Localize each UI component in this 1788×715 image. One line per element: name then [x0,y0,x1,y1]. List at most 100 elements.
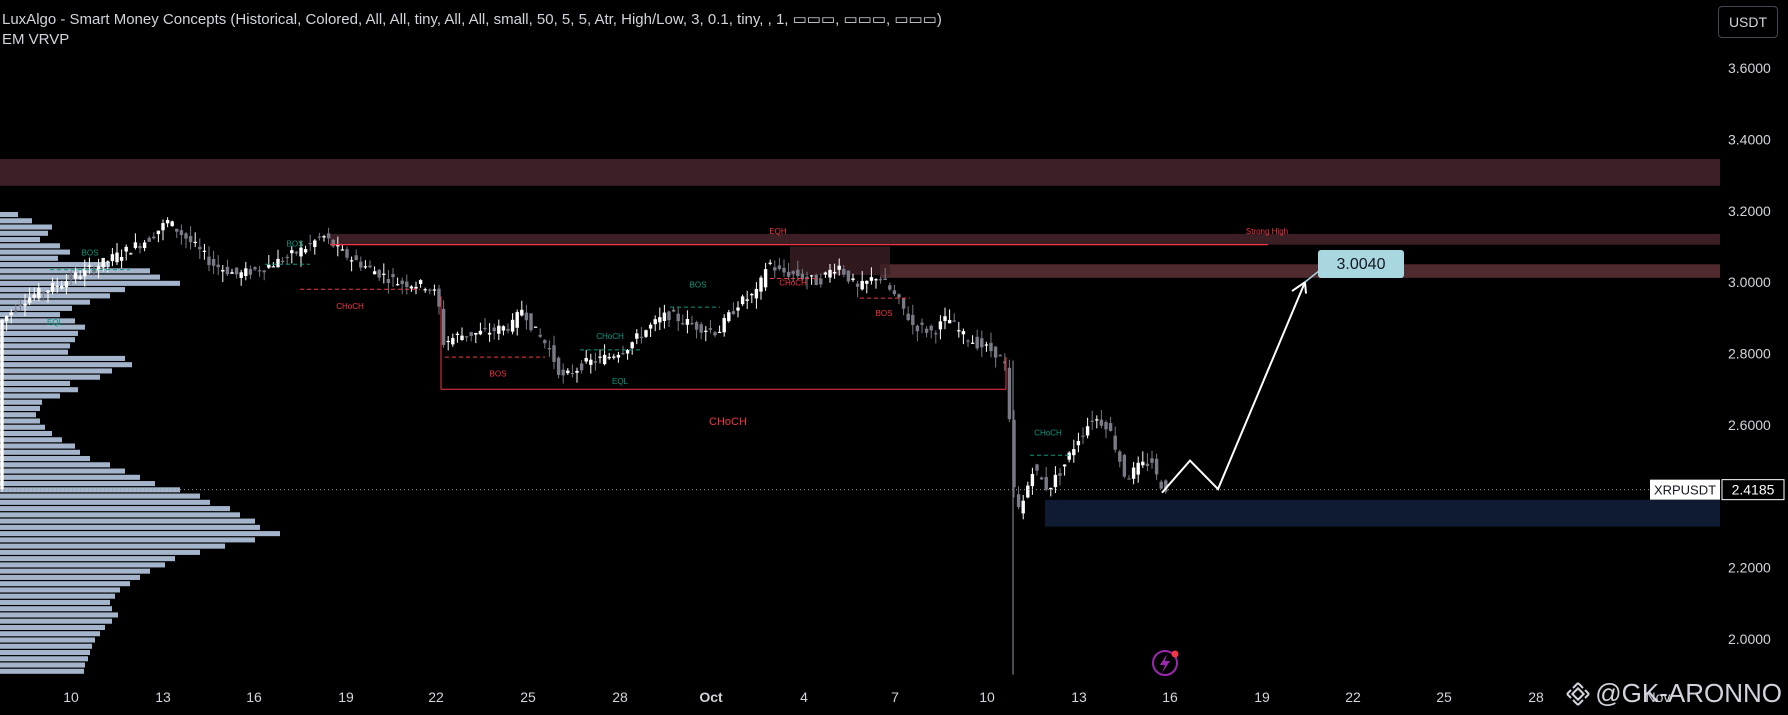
candle-body [354,255,358,261]
candle-body [860,280,864,290]
indicator-legend[interactable]: LuxAlgo - Smart Money Concepts (Historic… [0,10,942,50]
candle-body [653,319,657,325]
time-tick: 4 [800,689,808,705]
volume-bar [0,618,112,624]
supply-zone-upper [0,159,1720,186]
volume-bar [0,524,260,530]
indicator-vrvp-title[interactable]: EM VRVP [2,31,70,48]
volume-bar [0,631,100,637]
candle-body [225,266,230,275]
time-tick: 13 [155,689,171,705]
candle-body [175,228,179,232]
volume-bar [0,443,75,449]
candle-body [271,266,276,268]
candle-body [414,286,418,289]
candle-body [685,318,690,325]
candle-body [1030,474,1035,487]
candle-body [451,338,455,345]
volume-bar [0,574,140,580]
candle-body [828,269,832,278]
candle-body [253,267,257,270]
volume-bar [0,649,90,656]
candle-body [635,333,639,339]
candle-body [543,340,547,344]
candle-body [9,312,13,316]
candle-body [234,267,239,275]
candle-body [257,270,262,272]
candle-body [492,327,496,332]
volume-bar [0,399,42,405]
candle-body [83,268,87,277]
volume-bar [0,268,150,274]
candle-body [317,236,322,238]
time-tick: 19 [338,689,354,705]
candle-body [216,264,220,268]
candle-body [671,309,676,312]
candle-body [349,260,354,262]
candle-body [970,342,975,344]
label-eqh: EQH [769,227,787,236]
candle-body [561,369,565,376]
candle-body [1095,419,1099,421]
symbol-tag-box[interactable] [1650,479,1720,500]
candle-body [1099,419,1104,426]
label-eql: EQL [612,377,629,386]
candle-body [386,279,391,284]
volume-bar [0,531,280,537]
candle-body [400,280,404,285]
candle-body [106,261,110,263]
price-tick: 2.6000 [1728,417,1771,433]
candle-body [37,287,41,299]
candle-body [119,256,124,261]
candle-body [290,250,294,254]
candle-body [78,276,82,279]
candle-body [1067,452,1071,460]
candle-body [409,286,414,289]
indicator-smc-title[interactable]: LuxAlgo - Smart Money Concepts (Historic… [2,11,942,28]
candle-body [897,294,901,298]
candle-body [929,325,933,331]
candle-body [520,309,524,316]
volume-bar [0,318,75,324]
volume-bar [0,405,40,412]
candle-body [193,241,197,243]
candle-body [823,272,828,275]
candle-body [575,370,579,373]
currency-button[interactable]: USDT [1718,6,1778,38]
candle-body [1136,462,1140,475]
candle-body [759,277,763,292]
volume-bar [0,624,105,631]
volume-bar [0,606,112,612]
candle-body [1016,494,1021,508]
candle-body [441,308,446,346]
time-axis[interactable]: 10 13 16 19 22 25 28 Oct 4 7 10 13 16 19 22 25 28 Nov [63,650,1670,706]
candle-body [957,330,961,332]
lightning-icon[interactable] [1152,650,1179,676]
candle-body [690,322,694,325]
label-eql: EQL [47,318,64,327]
target-price-box[interactable] [1318,250,1404,279]
binance-logo-icon [1566,681,1590,706]
current-price-box[interactable] [1721,479,1785,501]
candle-body [4,315,9,322]
candle-body [878,279,883,281]
candle-body [368,265,372,268]
candle-body [170,221,174,227]
candle-body [612,356,616,358]
price-tick: 3.6000 [1728,60,1771,76]
candle-body [60,285,64,289]
volume-bar [0,518,255,524]
volume-bar [0,487,180,493]
price-axis[interactable]: 3.6000 3.4000 3.2000 3.0000 2.8000 2.6000 2.20… [1650,60,1785,647]
volume-bar [0,412,36,418]
candle-body [989,342,993,352]
candle-body [782,267,786,273]
candle-body [1058,473,1062,476]
candle-body [566,370,570,374]
candle-body [101,257,105,268]
candle-body [1154,458,1159,475]
candle-body [138,245,142,249]
candle-body [556,357,561,375]
candle-body [681,323,685,325]
